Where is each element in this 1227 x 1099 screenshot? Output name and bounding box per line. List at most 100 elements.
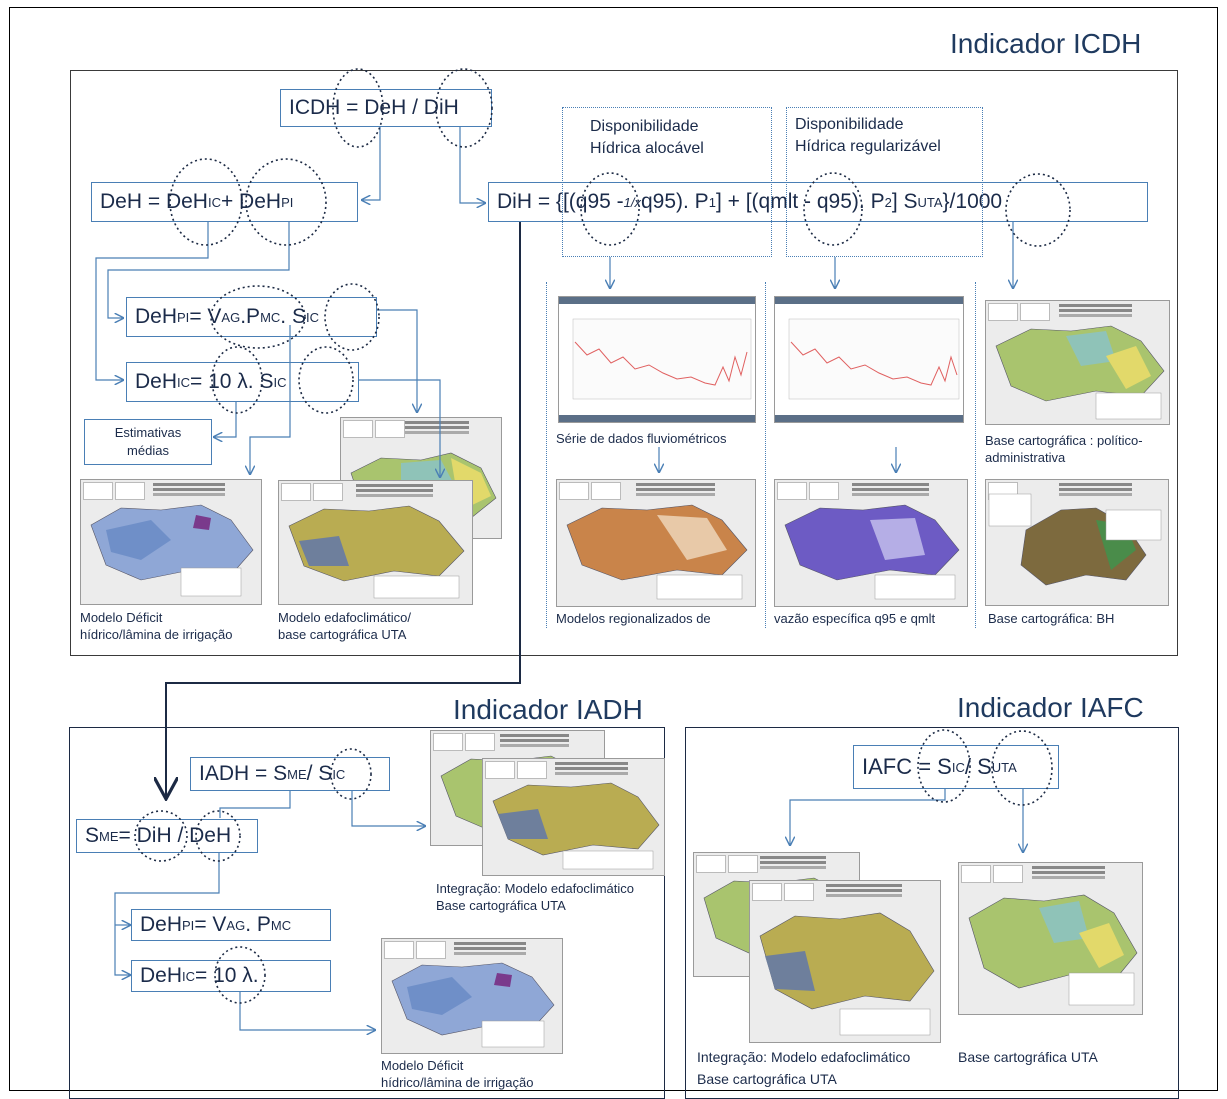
dehic-formula-sub: IC bbox=[273, 374, 287, 390]
dehpi-formula-sub: MC bbox=[260, 309, 281, 325]
chart-serie-fluviometrica-2 bbox=[774, 296, 964, 423]
dehpi-formula-part: DeH bbox=[135, 305, 178, 328]
label-line: médias bbox=[127, 443, 169, 458]
sme-formula-part: = DiH / DeH bbox=[118, 824, 232, 847]
iadh-title: Indicador IADH bbox=[453, 694, 643, 725]
iadh-formula-sub: IC bbox=[332, 766, 346, 782]
sme-formula-box: S ME = DiH / DeH bbox=[76, 819, 258, 853]
dih-formula-sub: 1 bbox=[708, 194, 716, 210]
dehpi2-formula-sub: AG bbox=[226, 917, 246, 933]
dehpi-formula-part: = V bbox=[189, 305, 222, 328]
dehpi-formula-sub: AG bbox=[221, 309, 241, 325]
map-shape bbox=[759, 912, 935, 1036]
map-shape bbox=[288, 505, 465, 599]
iafc-formula-box: IAFC = S IC / S UTA bbox=[853, 745, 1059, 789]
estimativas-box: Estimativas médias bbox=[84, 419, 212, 465]
label-line: Base cartográfica UTA bbox=[697, 1071, 837, 1087]
dehic2-formula-part: DeH bbox=[140, 964, 183, 987]
label-integracao-iafc: Integração: Modelo edafoclimático Base c… bbox=[697, 1046, 910, 1090]
map-shape bbox=[968, 894, 1138, 1006]
dih-formula-sub: 2 bbox=[884, 194, 892, 210]
label-line: Modelo Déficit bbox=[80, 610, 163, 625]
disp-regularizavel-label: Disponibilidade Hídrica regularizável bbox=[795, 114, 941, 158]
label-line: administrativa bbox=[985, 450, 1066, 465]
icdh-formula-box: ICDH = DeH / DiH bbox=[280, 89, 492, 127]
chart-plot bbox=[572, 318, 752, 400]
label-deficit-iadh: Modelo Déficit hídrico/lâmina de irrigaç… bbox=[381, 1057, 533, 1091]
label-line: Base cartográfica : político- bbox=[985, 433, 1143, 448]
label-vazao-especifica: vazão específica q95 e qmlt bbox=[774, 611, 936, 626]
iafc-formula-sub: IC bbox=[951, 759, 965, 775]
chart-serie-fluviometrica-1 bbox=[558, 296, 756, 423]
dehpi2-formula-sub: MC bbox=[270, 917, 292, 933]
map-edafoclimatico bbox=[278, 480, 473, 605]
deh-formula-box: DeH = DeH IC + DeH PI bbox=[91, 182, 358, 222]
dehic2-formula-sub: IC bbox=[182, 968, 196, 984]
label-modelos-regionalizados: Modelos regionalizados de bbox=[556, 611, 711, 626]
dehpi2-formula-box: DeH PI = V AG. P MC bbox=[131, 909, 331, 941]
label-line: Hídrica regularizável bbox=[795, 138, 941, 155]
dehpi-formula-part: . S bbox=[280, 305, 306, 328]
chart-plot bbox=[788, 318, 960, 400]
map-shape bbox=[90, 504, 254, 597]
iafc-formula-sub: UTA bbox=[991, 759, 1017, 775]
map-inset bbox=[384, 941, 414, 959]
map-inset bbox=[696, 855, 726, 873]
label-integracao-iadh: Integração: Modelo edafoclimático Base c… bbox=[436, 880, 634, 914]
deh-formula-sub: IC bbox=[207, 194, 221, 210]
sme-formula-sub: ME bbox=[99, 828, 119, 844]
map-uta-iafc bbox=[958, 862, 1143, 1015]
map-edafo-iadh bbox=[482, 758, 665, 876]
chart-toolbar bbox=[559, 297, 755, 304]
dih-formula-part: }/1000 bbox=[942, 190, 1003, 213]
dehpi2-formula-part: DeH bbox=[140, 913, 183, 936]
dehpi-formula-sub: IC bbox=[305, 309, 319, 325]
map-vazao-qmlt bbox=[774, 479, 968, 607]
deh-formula-sub: PI bbox=[281, 194, 294, 210]
dehpi2-formula-part: . P bbox=[245, 913, 271, 936]
map-inset bbox=[83, 482, 113, 500]
label-modelo-edafo: Modelo edafoclimático/ base cartográfica… bbox=[278, 609, 411, 643]
map-inset bbox=[752, 883, 782, 901]
iafc-formula-part: IAFC = S bbox=[862, 754, 952, 779]
map-shape bbox=[988, 493, 1162, 586]
map-shape bbox=[391, 962, 555, 1048]
dehic2-formula-box: DeH IC = 10 λ. bbox=[131, 960, 331, 992]
map-inset bbox=[784, 883, 814, 901]
map-shape bbox=[566, 504, 748, 600]
map-inset bbox=[115, 482, 145, 500]
map-inset bbox=[559, 482, 589, 500]
label-line: Hídrica alocável bbox=[590, 140, 704, 157]
map-bacia-hidrografica bbox=[985, 479, 1169, 606]
label-line: Integração: Modelo edafoclimático bbox=[436, 881, 635, 896]
sme-formula-part: S bbox=[85, 824, 100, 847]
map-politico-administrativa bbox=[985, 300, 1170, 425]
label-line: Modelo Déficit bbox=[381, 1058, 464, 1073]
map-vazao-q95 bbox=[556, 479, 756, 607]
iafc-formula-part: / S bbox=[964, 754, 992, 779]
label-base-uta-iafc: Base cartográfica UTA bbox=[958, 1049, 1098, 1065]
chart-statusbar bbox=[559, 415, 755, 422]
map-title bbox=[1032, 866, 1106, 869]
map-inset bbox=[1020, 303, 1050, 321]
map-inset bbox=[416, 941, 446, 959]
map-inset bbox=[728, 855, 758, 873]
dehic-formula-part: DeH bbox=[135, 370, 178, 393]
dehic-formula-sub: IC bbox=[177, 374, 191, 390]
dehpi-formula-sub: PI bbox=[177, 309, 190, 325]
separator-line bbox=[975, 282, 976, 628]
label-base-politico: Base cartográfica : político- administra… bbox=[985, 432, 1143, 466]
map-title bbox=[826, 884, 902, 887]
map-inset bbox=[777, 482, 807, 500]
map-inset bbox=[591, 482, 621, 500]
separator-line bbox=[765, 282, 766, 628]
iafc-title: Indicador IAFC bbox=[957, 692, 1144, 723]
icdh-title: Indicador ICDH bbox=[950, 28, 1142, 59]
label-line: Disponibilidade bbox=[795, 116, 904, 133]
iadh-formula-box: IADH = S ME / S IC bbox=[190, 757, 390, 791]
dih-formula-sub: UTA bbox=[917, 194, 943, 210]
dehic-formula-box: DeH IC = 10 λ. S IC bbox=[126, 362, 359, 402]
dehpi-formula-box: DeH PI = V AG .P MC. S IC bbox=[126, 297, 377, 337]
label-line: Disponibilidade bbox=[590, 118, 699, 135]
label-line: Modelo edafoclimático/ bbox=[278, 610, 411, 625]
